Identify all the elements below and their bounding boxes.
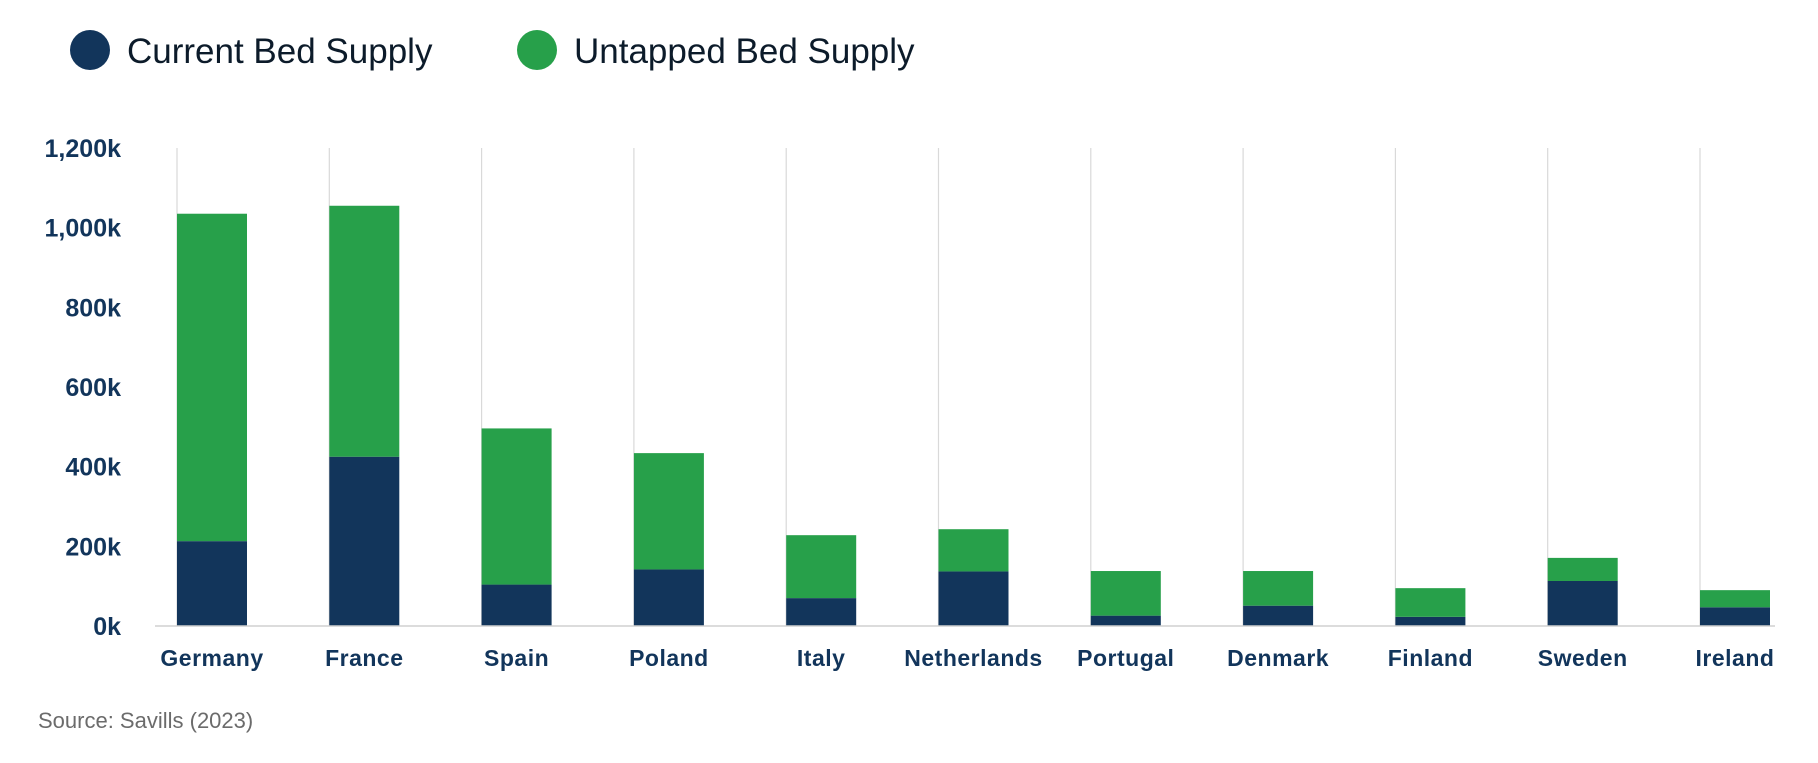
bars <box>177 205 1770 626</box>
x-axis: Germany France Spain Poland Italy Netherlands… <box>155 625 1775 671</box>
bar-denmark-untapped <box>1243 571 1314 606</box>
y-tick-label: 1,200k <box>45 135 122 163</box>
y-tick-label: 600k <box>65 374 121 402</box>
bar-germany-current <box>177 541 247 626</box>
y-tick-label: 1,000k <box>45 215 122 243</box>
bar-poland-untapped <box>633 453 704 570</box>
bar-italy-current <box>786 598 857 626</box>
bar-portugal-current <box>1090 615 1161 626</box>
bar-ireland-untapped <box>1700 590 1770 608</box>
x-tick-label: Denmark <box>1227 645 1329 671</box>
bar-netherlands-current <box>938 571 1009 626</box>
bar-finland-current <box>1395 616 1466 626</box>
bar-italy-untapped <box>786 535 857 599</box>
x-tick-label: Ireland <box>1696 645 1775 671</box>
legend-label-0: Current Bed Supply <box>127 32 433 71</box>
bar-france-current <box>329 456 400 626</box>
bar-spain-untapped <box>481 428 552 585</box>
bar-germany-untapped <box>177 213 247 542</box>
bar-netherlands-untapped <box>938 529 1009 572</box>
x-tick-label: Italy <box>797 645 846 671</box>
legend-swatch-1 <box>517 30 557 70</box>
y-tick-label: 0k <box>93 613 121 641</box>
bar-ireland-current <box>1700 607 1770 626</box>
bar-denmark-current <box>1243 605 1314 626</box>
legend: Current Bed Supply Untapped Bed Supply <box>70 30 915 71</box>
bar-spain-current <box>481 584 552 626</box>
bar-sweden-current <box>1547 580 1618 626</box>
bar-finland-untapped <box>1395 588 1466 617</box>
legend-swatch-0 <box>70 30 110 70</box>
x-tick-label: Netherlands <box>904 645 1042 671</box>
y-tick-label: 400k <box>65 454 121 482</box>
y-tick-label: 200k <box>65 533 121 561</box>
x-tick-label: France <box>325 645 403 671</box>
x-tick-label: Spain <box>484 645 549 671</box>
x-tick-label: Sweden <box>1538 645 1628 671</box>
x-tick-label: Portugal <box>1077 645 1174 671</box>
bar-france-untapped <box>329 205 400 457</box>
bar-poland-current <box>633 569 704 626</box>
bar-portugal-untapped <box>1090 571 1161 616</box>
x-tick-label: Finland <box>1388 645 1473 671</box>
x-tick-label: Germany <box>160 645 263 671</box>
y-tick-label: 800k <box>65 294 121 322</box>
bar-sweden-untapped <box>1547 557 1618 581</box>
source-note: Source: Savills (2023) <box>38 708 254 733</box>
x-tick-label: Poland <box>629 645 709 671</box>
y-axis: 0k 200k 400k 600k 800k 1,000k 1,200k <box>45 135 122 641</box>
legend-label-1: Untapped Bed Supply <box>574 32 915 71</box>
